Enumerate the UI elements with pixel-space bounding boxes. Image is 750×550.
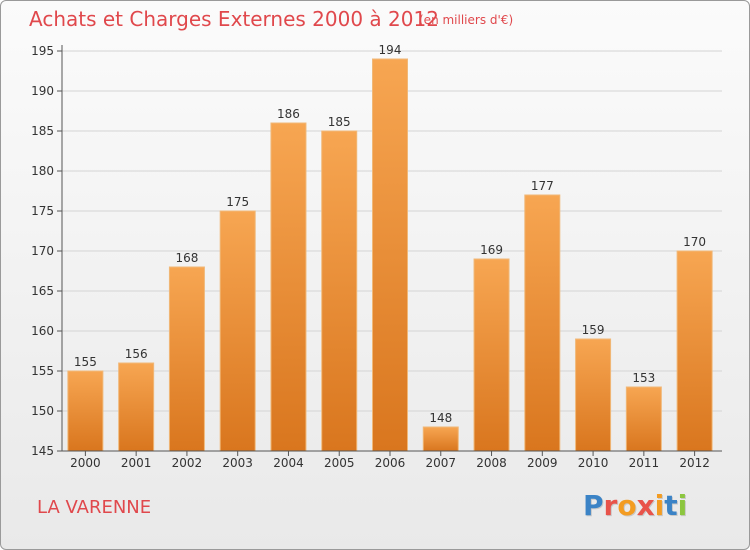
data-label: 155 [74, 355, 97, 369]
x-tick-label: 2002 [172, 456, 203, 470]
location-label: LA VARENNE [37, 497, 152, 518]
y-tick-label: 145 [31, 444, 54, 458]
x-tick-label: 2010 [578, 456, 609, 470]
data-label: 185 [328, 115, 351, 129]
x-tick-label: 2003 [222, 456, 253, 470]
y-tick-label: 150 [31, 404, 54, 418]
data-label: 169 [480, 243, 503, 257]
data-label: 153 [632, 371, 655, 385]
bar-2010 [575, 338, 612, 452]
data-label: 159 [582, 323, 605, 337]
chart-title: Achats et Charges Externes 2000 à 2012 [29, 7, 439, 31]
bar-2009 [524, 194, 561, 452]
bar-2003 [219, 210, 256, 452]
bar-2007 [422, 426, 459, 452]
y-tick-label: 185 [31, 124, 54, 138]
bar-2006 [372, 58, 408, 452]
data-label: 177 [531, 179, 554, 193]
x-tick-label: 2001 [121, 456, 152, 470]
bar-2005 [321, 130, 358, 452]
x-tick-label: 2000 [70, 456, 101, 470]
bar-2001 [118, 362, 155, 452]
x-tick-label: 2006 [375, 456, 406, 470]
bar-2004 [270, 122, 307, 452]
y-tick-label: 165 [31, 284, 54, 298]
bar-2000 [67, 370, 104, 452]
bar-2012 [676, 250, 713, 452]
x-tick-label: 2008 [476, 456, 507, 470]
x-tick-label: 2011 [629, 456, 660, 470]
proxiti-logo: Proxiti [583, 489, 688, 522]
data-label: 194 [379, 43, 402, 57]
y-tick-label: 180 [31, 164, 54, 178]
y-tick-label: 155 [31, 364, 54, 378]
x-tick-label: 2009 [527, 456, 558, 470]
x-tick-label: 2004 [273, 456, 304, 470]
data-label: 170 [683, 235, 706, 249]
x-tick-label: 2007 [425, 456, 456, 470]
x-tick-label: 2012 [679, 456, 710, 470]
data-label: 168 [175, 251, 198, 265]
data-label: 156 [125, 347, 148, 361]
bars: 155 156 168 175 186 185 194 148 169 177 159 153 170 [67, 43, 713, 452]
axes: 145 150 155 160 165 170 175 180 185 190 195 2000 200… [31, 44, 722, 470]
bar-2008 [473, 258, 510, 452]
bar-2002 [168, 266, 205, 452]
bar-2011 [625, 386, 662, 452]
data-label: 148 [429, 411, 452, 425]
y-tick-label: 190 [31, 84, 54, 98]
data-label: 175 [226, 195, 249, 209]
chart-subtitle: (en milliers d'€) [419, 13, 514, 27]
y-tick-label: 170 [31, 244, 54, 258]
y-tick-label: 160 [31, 324, 54, 338]
y-tick-label: 175 [31, 204, 54, 218]
x-tick-label: 2005 [324, 456, 355, 470]
data-label: 186 [277, 107, 300, 121]
y-tick-label: 195 [31, 44, 54, 58]
